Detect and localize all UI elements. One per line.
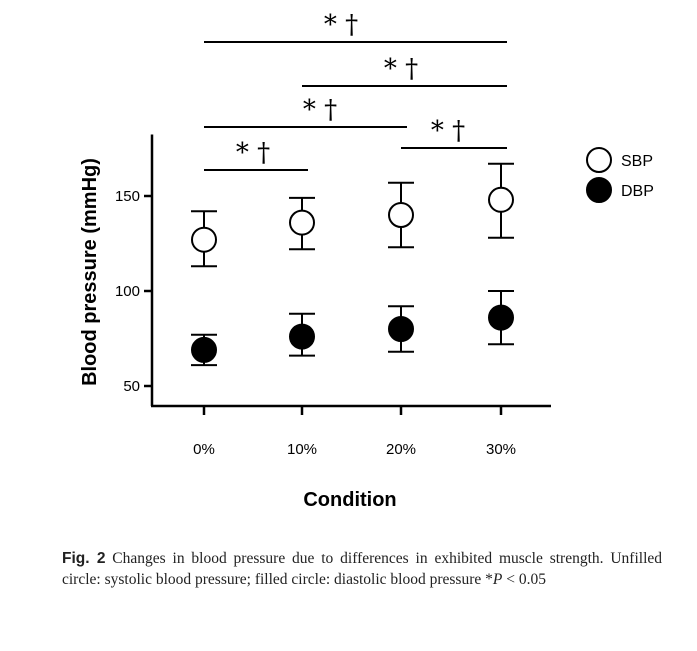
x-tick-label-2: 20% [386,441,416,458]
axes: 50 100 150 0% 10% 20% 30% [115,134,551,458]
x-tick-label-1: 10% [287,441,317,458]
significance-bracket-4: * † [204,138,308,171]
significance-bracket-3: * † [401,116,507,149]
bracket-label-0: * † [324,10,358,40]
significance-bracket-2: * † [204,95,407,128]
caption-p-symbol: P [492,571,503,588]
point-dbp-1 [289,323,315,350]
error-bars [191,162,514,367]
y-tick-label-100: 100 [115,283,140,300]
bracket-label-1: * † [384,54,418,84]
legend-marker-dbp [586,177,612,203]
significance-brackets: * † * † * † * † * † [204,10,507,171]
y-tick-label-150: 150 [115,188,140,205]
point-dbp-0 [191,336,217,363]
point-sbp-3 [488,186,514,213]
significance-bracket-0: * † [204,10,507,43]
legend: SBP DBP [586,147,654,203]
legend-label-dbp: DBP [621,183,654,200]
bracket-label-4: * † [236,138,270,168]
point-dbp-3 [488,304,514,331]
data-points [191,186,514,363]
point-sbp-2 [388,202,414,228]
caption-text: Changes in blood pressure due to differe… [62,550,663,588]
point-dbp-2 [388,316,414,342]
significance-bracket-1: * † [302,54,507,87]
x-tick-label-0: 0% [193,441,215,458]
y-tick-label-50: 50 [123,378,140,395]
point-sbp-1 [289,209,315,236]
bracket-label-3: * † [431,116,465,146]
legend-marker-sbp [586,147,612,173]
legend-label-sbp: SBP [621,153,653,170]
x-axis-title: Condition [303,489,396,511]
y-axis-title: Blood pressure (mmHg) [79,158,101,386]
blood-pressure-chart: 50 100 150 0% 10% 20% 30% * † * † * † * † * † SBP D… [79,10,654,511]
caption-p-value: < 0.05 [502,571,546,588]
figure-caption: Fig. 2 Changes in blood pressure due to … [62,548,662,590]
x-tick-label-3: 30% [486,441,516,458]
point-sbp-0 [191,226,217,253]
bracket-label-2: * † [303,95,337,125]
caption-label: Fig. 2 [62,550,106,567]
